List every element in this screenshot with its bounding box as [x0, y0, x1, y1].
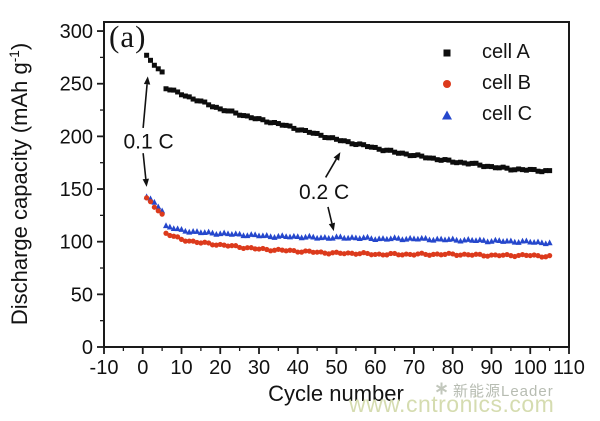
- watermark-brand: 新能源Leader: [434, 380, 554, 401]
- legend-label: cell A: [482, 41, 530, 63]
- watermark-brand-text: 新能源Leader: [453, 383, 554, 400]
- svg-text:30: 30: [248, 357, 270, 379]
- svg-text:250: 250: [60, 74, 93, 96]
- legend-row-cell-a: cell A: [440, 37, 532, 68]
- legend-label: cell C: [482, 103, 533, 125]
- legend-label: cell B: [482, 72, 531, 94]
- svg-text:100: 100: [60, 232, 93, 254]
- svg-text:20: 20: [209, 357, 231, 379]
- svg-text:60: 60: [364, 357, 386, 379]
- svg-text:40: 40: [287, 357, 309, 379]
- svg-text:70: 70: [403, 357, 425, 379]
- legend: cell A cell B cell C: [440, 37, 532, 130]
- legend-row-cell-c: cell C: [440, 99, 532, 130]
- legend-marker-square-icon: [440, 46, 454, 60]
- panel-label: (a): [109, 19, 147, 54]
- svg-text:0.2 C: 0.2 C: [299, 181, 349, 204]
- star-burst-icon: [434, 381, 449, 401]
- svg-text:90: 90: [480, 357, 502, 379]
- svg-text:80: 80: [442, 357, 464, 379]
- legend-marker-triangle-icon: [440, 108, 454, 122]
- svg-text:50: 50: [71, 284, 93, 306]
- svg-text:200: 200: [60, 126, 93, 148]
- svg-text:10: 10: [170, 357, 192, 379]
- y-axis-title-text: Discharge capacity (mAh g: [7, 62, 33, 326]
- watermark-url: www.cntronics.com: [349, 391, 555, 417]
- svg-text:150: 150: [60, 179, 93, 201]
- svg-text:300: 300: [60, 21, 93, 43]
- svg-text:100: 100: [514, 357, 547, 379]
- svg-text:110: 110: [553, 357, 585, 379]
- y-axis-title-superscript: -1: [6, 50, 22, 63]
- svg-text:0: 0: [82, 337, 93, 359]
- svg-text:0: 0: [137, 357, 148, 379]
- y-axis-title: Discharge capacity (mAh g-1): [7, 43, 33, 325]
- svg-text:0.1 C: 0.1 C: [123, 131, 173, 154]
- legend-row-cell-b: cell B: [440, 68, 532, 99]
- legend-marker-circle-icon: [440, 77, 454, 91]
- svg-text:-10: -10: [90, 357, 119, 379]
- y-axis-title-close: ): [7, 42, 33, 51]
- x-axis-title: Cycle number: [268, 381, 404, 406]
- svg-text:50: 50: [325, 357, 347, 379]
